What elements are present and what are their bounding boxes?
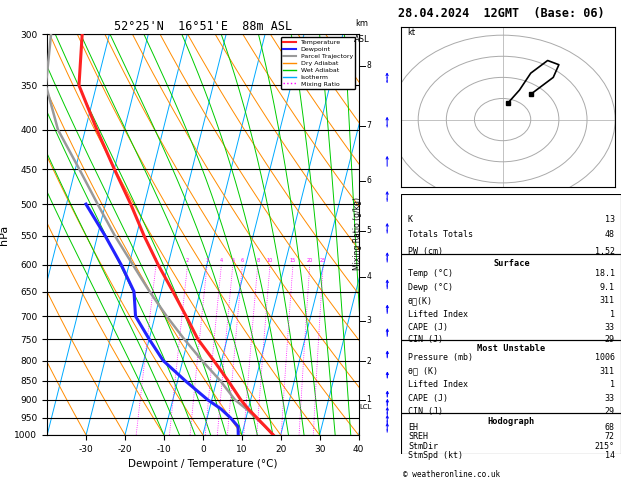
Text: CAPE (J): CAPE (J)	[408, 323, 448, 332]
Text: 5: 5	[366, 226, 371, 236]
Text: Temp (°C): Temp (°C)	[408, 269, 453, 278]
Text: Dewp (°C): Dewp (°C)	[408, 283, 453, 292]
Text: 72: 72	[605, 432, 615, 441]
Bar	[401, 340, 621, 413]
Text: 33: 33	[605, 323, 615, 332]
Text: Lifted Index: Lifted Index	[408, 310, 468, 319]
Bar	[401, 194, 621, 254]
Text: Most Unstable: Most Unstable	[477, 344, 545, 353]
Text: 6: 6	[241, 258, 244, 263]
Text: 20: 20	[307, 258, 313, 263]
Text: 5: 5	[231, 258, 235, 263]
Text: EH: EH	[408, 423, 418, 432]
Text: StmSpd (kt): StmSpd (kt)	[408, 451, 463, 460]
Text: km: km	[355, 19, 368, 28]
Text: 25: 25	[320, 258, 326, 263]
Text: 1.52: 1.52	[595, 246, 615, 256]
Text: 8: 8	[256, 258, 259, 263]
Text: 1006: 1006	[595, 353, 615, 362]
Text: 15: 15	[290, 258, 296, 263]
Text: CIN (J): CIN (J)	[408, 335, 443, 344]
Text: 9.1: 9.1	[600, 283, 615, 292]
Text: Pressure (mb): Pressure (mb)	[408, 353, 473, 362]
Title: 52°25'N  16°51'E  88m ASL: 52°25'N 16°51'E 88m ASL	[114, 20, 292, 33]
Text: PW (cm): PW (cm)	[408, 246, 443, 256]
Text: 1: 1	[610, 380, 615, 389]
Text: 311: 311	[600, 296, 615, 305]
Legend: Temperature, Dewpoint, Parcel Trajectory, Dry Adiabat, Wet Adiabat, Isotherm, Mi: Temperature, Dewpoint, Parcel Trajectory…	[281, 37, 355, 89]
Text: 2: 2	[366, 357, 371, 366]
Text: 1: 1	[366, 396, 371, 404]
Text: 2: 2	[186, 258, 189, 263]
Text: 1: 1	[155, 258, 158, 263]
Text: Mixing Ratio (g/kg): Mixing Ratio (g/kg)	[353, 197, 362, 270]
Text: 10: 10	[267, 258, 273, 263]
Text: CAPE (J): CAPE (J)	[408, 394, 448, 403]
Text: StmDir: StmDir	[408, 442, 438, 451]
Y-axis label: hPa: hPa	[0, 225, 9, 244]
Text: 14: 14	[605, 451, 615, 460]
Text: θᴄ(K): θᴄ(K)	[408, 296, 433, 305]
Text: 29: 29	[605, 335, 615, 344]
Text: 1: 1	[610, 310, 615, 319]
Text: K: K	[408, 215, 413, 224]
Text: 4: 4	[366, 272, 371, 281]
Text: SREH: SREH	[408, 432, 428, 441]
Text: 8: 8	[366, 61, 371, 70]
Text: CIN (J): CIN (J)	[408, 407, 443, 417]
Text: 215°: 215°	[595, 442, 615, 451]
Text: 6: 6	[366, 176, 371, 185]
Bar	[401, 413, 621, 454]
Text: 48: 48	[605, 230, 615, 239]
Text: LCL: LCL	[360, 404, 372, 410]
Text: Lifted Index: Lifted Index	[408, 380, 468, 389]
Text: 311: 311	[600, 367, 615, 376]
X-axis label: Dewpoint / Temperature (°C): Dewpoint / Temperature (°C)	[128, 459, 277, 469]
Text: 4: 4	[220, 258, 223, 263]
Text: Hodograph: Hodograph	[487, 417, 535, 426]
Text: 28.04.2024  12GMT  (Base: 06): 28.04.2024 12GMT (Base: 06)	[398, 7, 604, 20]
Text: kt: kt	[407, 28, 415, 37]
Bar	[401, 254, 621, 340]
Text: © weatheronline.co.uk: © weatheronline.co.uk	[403, 470, 499, 479]
Text: 68: 68	[605, 423, 615, 432]
Text: 13: 13	[605, 215, 615, 224]
Text: Surface: Surface	[493, 259, 530, 268]
Text: 18.1: 18.1	[595, 269, 615, 278]
Text: 29: 29	[605, 407, 615, 417]
Text: 33: 33	[605, 394, 615, 403]
Text: θᴄ (K): θᴄ (K)	[408, 367, 438, 376]
Text: 3: 3	[366, 316, 371, 326]
Text: Totals Totals: Totals Totals	[408, 230, 473, 239]
Text: 7: 7	[366, 121, 371, 130]
Text: 3: 3	[206, 258, 209, 263]
Text: ASL: ASL	[354, 35, 369, 44]
